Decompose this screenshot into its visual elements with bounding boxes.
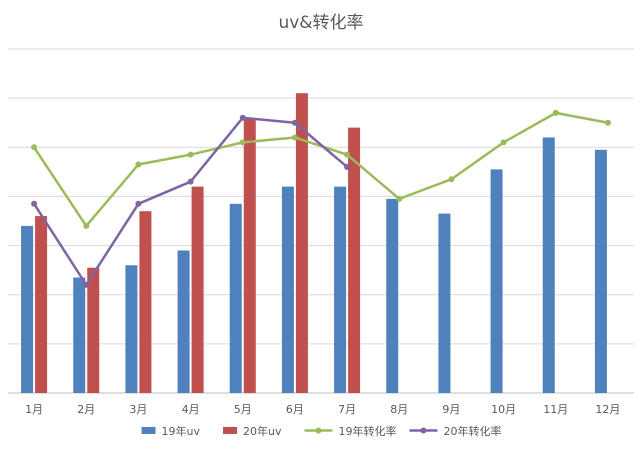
line-point (187, 151, 194, 158)
line-point (239, 139, 246, 146)
x-tick-label: 9月 (442, 403, 460, 416)
bar-series1 (334, 186, 347, 393)
line-point (239, 114, 246, 121)
x-tick-label: 6月 (286, 403, 304, 416)
chart-title: uv&转化率 (278, 13, 364, 33)
bar-series1 (490, 169, 503, 393)
line-series-3 (33, 111, 609, 228)
legend-swatch (141, 427, 156, 434)
line-point (83, 281, 90, 288)
bar-series1 (229, 203, 242, 393)
line-point (83, 222, 90, 229)
legend-swatch (223, 427, 237, 434)
line-point (291, 119, 298, 126)
line-point (135, 200, 142, 207)
line-point (552, 109, 559, 116)
line-point (604, 119, 611, 126)
line-point (344, 163, 351, 170)
line-point (396, 195, 403, 202)
bar-series2 (348, 127, 361, 393)
legend-label: 19年转化率 (339, 424, 397, 438)
bar-series1 (438, 213, 451, 393)
x-tick-label: 1月 (25, 403, 43, 416)
line-point (500, 139, 507, 146)
x-tick-label: 8月 (390, 403, 408, 416)
line-point (135, 161, 142, 168)
line-point (31, 200, 38, 207)
bar-series1 (281, 186, 294, 393)
line-point (344, 151, 351, 158)
bar-series2 (295, 93, 308, 393)
bar-series1 (542, 137, 555, 393)
x-tick-label: 4月 (182, 403, 200, 416)
bar-series1 (594, 149, 607, 393)
bar-series1 (73, 277, 86, 393)
bar-series2 (35, 216, 48, 393)
line-point (187, 178, 194, 185)
line-point (448, 176, 455, 183)
bar-series1 (177, 250, 190, 393)
bar-series2 (191, 186, 204, 393)
bar-series1 (386, 198, 399, 393)
legend-swatch-marker (315, 427, 322, 434)
bar-series2 (87, 267, 100, 393)
legend-label: 20年转化率 (444, 424, 502, 438)
x-tick-label: 3月 (129, 403, 147, 416)
bar-series2 (139, 211, 152, 393)
legend-swatch-marker (420, 427, 427, 434)
bar-series1 (21, 225, 34, 393)
x-tick-label: 5月 (234, 403, 252, 416)
line-point (291, 134, 298, 141)
bar-series1 (125, 265, 138, 393)
legend-label: 20年uv (243, 424, 282, 438)
x-tick-label: 2月 (77, 403, 95, 416)
bar-series2 (243, 117, 256, 394)
line-point (31, 144, 38, 151)
x-tick-label: 10月 (491, 403, 516, 416)
x-tick-label: 12月 (595, 403, 620, 416)
legend-label: 19年uv (162, 424, 201, 438)
x-tick-label: 11月 (543, 403, 568, 416)
x-tick-label: 7月 (338, 403, 356, 416)
